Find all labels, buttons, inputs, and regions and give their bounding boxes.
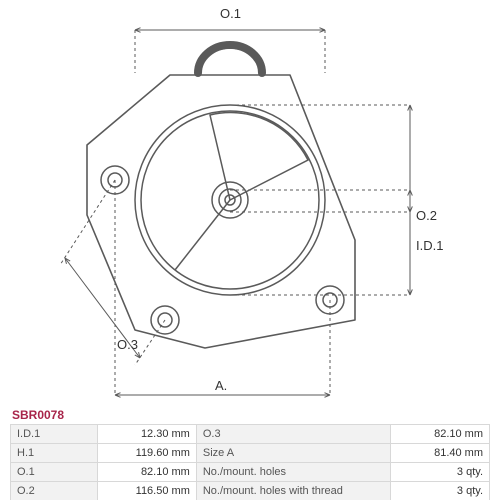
table-row: H.1119.60 mmSize A81.40 mm [11,444,490,463]
table-row: I.D.112.30 mmO.382.10 mm [11,425,490,444]
label-o2: O.2 [416,208,437,223]
table-row: O.182.10 mmNo./mount. holes3 qty. [11,463,490,482]
technical-drawing [0,0,500,405]
part-number: SBR0078 [12,408,64,422]
label-a: A. [215,378,227,393]
label-id1: I.D.1 [416,238,443,253]
label-o1: O.1 [220,6,241,21]
table-row: O.2116.50 mmNo./mount. holes with thread… [11,482,490,500]
spec-table: I.D.112.30 mmO.382.10 mmH.1119.60 mmSize… [10,424,490,500]
label-o3: O.3 [117,337,138,352]
